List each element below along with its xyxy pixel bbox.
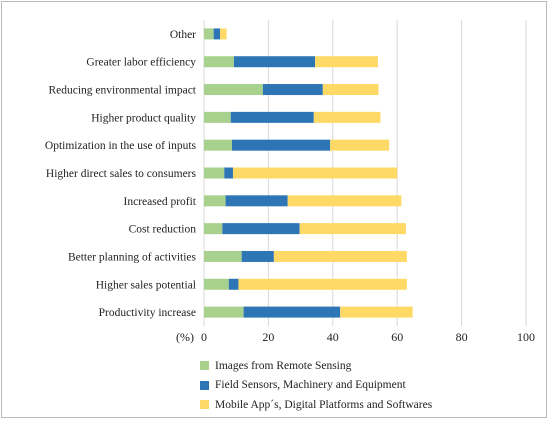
legend-label-1: Field Sensors, Machinery and Equipment [215,379,406,392]
x-tick-label-80: 80 [456,330,468,344]
category-label-3: Higher product quality [91,112,196,124]
category-label-1: Greater labor efficiency [86,57,196,69]
category-label-4: Optimization in the use of inputs [45,140,197,152]
category-label-8: Better planning of activities [68,251,197,263]
stacked-bar-chart: Other Greater labor efficiency Reducing en… [45,20,535,344]
legend-swatch-2 [200,400,209,410]
bar-4-series-0 [204,139,233,151]
legend: Images from Remote Sensing Field Sensors,… [200,356,432,415]
x-tick-label-0: 0 [201,330,207,344]
category-labels: Other Greater labor efficiency Reducing en… [45,29,197,319]
category-label-9: Higher sales potential [96,279,196,291]
legend-swatch-0 [200,361,209,371]
x-tick-label-20: 20 [262,330,274,344]
x-tick-label-100: 100 [517,330,535,344]
category-label-0: Other [170,29,196,41]
category-label-5: Higher direct sales to consumers [46,168,197,180]
category-label-7: Cost reduction [129,224,197,236]
x-tick-label-60: 60 [391,330,403,344]
bar-0-series-0 [204,28,214,40]
bar-1-series-1 [233,56,316,68]
bar-10-series-1 [243,306,341,318]
bar-6-series-1 [225,195,288,207]
bar-8-series-0 [204,250,242,262]
gridlines [203,20,527,326]
bar-7-series-2 [299,223,406,235]
bar-3-series-1 [230,111,314,123]
bar-5-series-0 [204,167,225,179]
bar-2-series-2 [322,84,379,96]
bar-1-series-0 [204,56,234,68]
x-tick-labels: 0 20 40 60 80 100 [201,330,535,344]
bar-10-series-0 [204,306,244,318]
bar-8-series-2 [273,250,407,262]
bar-3-series-0 [204,111,231,123]
legend-item-0: Images from Remote Sensing [200,356,432,376]
bar-9-series-2 [238,278,407,290]
bar-0-series-1 [213,28,221,40]
category-label-6: Increased profit [124,196,197,208]
bar-3-series-2 [313,111,381,123]
category-label-2: Reducing environmental impact [48,85,196,97]
bar-6-series-0 [204,195,226,207]
bar-9-series-0 [204,278,229,290]
bar-5-series-2 [232,167,398,179]
bars [204,28,413,318]
bar-7-series-0 [204,223,223,235]
bar-9-series-1 [228,278,239,290]
x-unit-label: (%) [176,330,194,344]
bar-7-series-1 [222,223,300,235]
bar-10-series-2 [340,306,413,318]
bar-6-series-2 [287,195,402,207]
bar-5-series-1 [224,167,233,179]
x-tick-label-40: 40 [327,330,339,344]
legend-label-2: Mobile App´s, Digital Platforms and Soft… [215,398,433,411]
bar-2-series-1 [262,84,323,96]
legend-swatch-1 [200,380,209,390]
bar-8-series-1 [241,250,274,262]
bar-0-series-2 [220,28,227,40]
legend-item-1: Field Sensors, Machinery and Equipment [200,376,432,396]
bar-2-series-0 [204,84,263,96]
bar-4-series-1 [232,139,331,151]
legend-label-0: Images from Remote Sensing [215,359,352,372]
bar-1-series-2 [315,56,378,68]
legend-item-2: Mobile App´s, Digital Platforms and Soft… [200,395,432,415]
category-label-10: Productivity increase [99,307,196,319]
bar-4-series-2 [330,139,390,151]
